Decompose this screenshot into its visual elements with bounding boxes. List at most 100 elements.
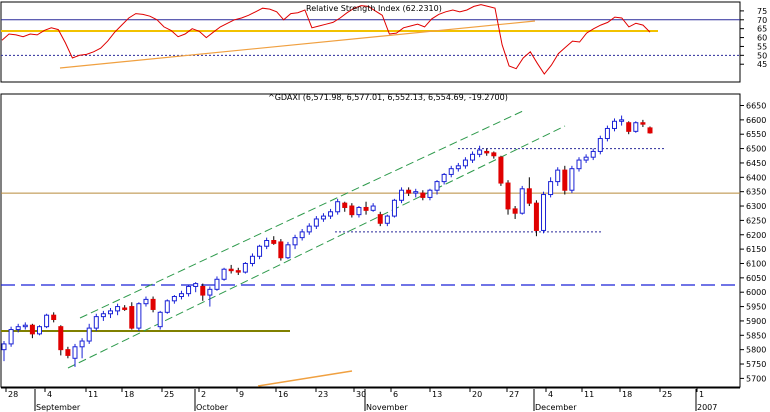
candle-body	[93, 316, 99, 329]
candle	[8, 326, 14, 347]
rsi-tick-label: 45	[757, 60, 767, 69]
candle-body	[470, 153, 476, 161]
price-tick-label: 6500	[746, 145, 766, 154]
candle	[498, 155, 504, 186]
candle-body	[249, 255, 255, 264]
candle	[576, 157, 582, 172]
candle	[633, 121, 639, 133]
candle	[406, 187, 412, 196]
candle-body	[491, 152, 497, 157]
price-tick-label: 6550	[746, 130, 766, 139]
price-tick-label: 6650	[746, 101, 766, 110]
candle-body	[370, 205, 376, 211]
candle-body	[86, 327, 92, 342]
candle-body	[278, 241, 284, 259]
price-tick-label: 6000	[746, 288, 766, 297]
candle	[384, 214, 390, 227]
x-tick-label: 4	[548, 390, 553, 399]
candle-body	[335, 201, 341, 213]
candle-body	[257, 245, 263, 257]
candle-body	[328, 211, 334, 217]
candle-body	[107, 310, 113, 315]
rsi-trendline	[59, 20, 536, 69]
candle-body	[441, 173, 447, 183]
price-trendline	[257, 370, 353, 387]
candle	[257, 244, 263, 260]
candle	[29, 323, 35, 339]
candle-body	[555, 169, 561, 183]
price-tick-label: 6050	[746, 274, 766, 283]
candle	[420, 190, 426, 201]
price-title: ^GDAXI (6,571.98, 6,577.01, 6,552.13, 6,…	[268, 93, 508, 102]
candle	[65, 346, 71, 359]
month-label: 2007	[697, 403, 717, 412]
price-tick-label: 6600	[746, 116, 766, 125]
channel-line-lower	[67, 125, 566, 369]
candle	[214, 276, 220, 291]
candle-body	[100, 313, 106, 318]
candle	[619, 115, 625, 126]
candle	[107, 308, 113, 319]
candle-body	[583, 156, 589, 161]
candle-body	[264, 240, 270, 247]
candle-body	[115, 306, 121, 312]
candle	[541, 191, 547, 234]
rsi-tick-label: 65	[757, 25, 767, 34]
candle	[377, 211, 383, 227]
candle	[157, 310, 163, 330]
candle	[93, 313, 99, 331]
candle	[115, 303, 121, 316]
price-tick-label: 5850	[746, 331, 766, 340]
price-tick-label: 5800	[746, 346, 766, 355]
candle-body	[477, 149, 483, 155]
candle-body	[413, 191, 419, 194]
rsi-frame	[0, 1, 741, 83]
candle-body	[533, 202, 539, 231]
price-tick-label: 5750	[746, 360, 766, 369]
candle-body	[235, 270, 241, 273]
candle	[15, 323, 21, 333]
candle	[477, 145, 483, 158]
candle	[271, 236, 277, 245]
candle	[562, 165, 568, 195]
candle	[370, 203, 376, 212]
candle	[100, 310, 106, 321]
candle	[470, 151, 476, 163]
candle-body	[384, 215, 390, 224]
x-axis: 28 4 11 18 25 2 9 16 23 30 6 13 20 27 4 11 18 25 1 Septembe…	[1, 387, 740, 412]
candle-body	[72, 346, 78, 359]
candle-body	[122, 307, 128, 310]
candle-body	[519, 188, 525, 214]
candle	[242, 262, 248, 274]
x-tick-label: 4	[47, 390, 52, 399]
candle-body	[22, 324, 28, 328]
candle-body	[313, 218, 319, 227]
candle-body	[1, 343, 7, 351]
candle	[413, 188, 419, 198]
candle	[512, 206, 518, 219]
candle	[434, 180, 440, 195]
candle	[342, 201, 348, 212]
candle	[221, 267, 227, 281]
price-frame	[0, 93, 741, 388]
candle	[533, 200, 539, 237]
candle-body	[221, 268, 227, 280]
candle-body	[214, 278, 220, 290]
candle-body	[65, 349, 71, 356]
candle	[569, 165, 575, 194]
candle-body	[29, 324, 35, 335]
candle	[349, 203, 355, 218]
price-tick-label: 6300	[746, 202, 766, 211]
price-tick-label: 6450	[746, 159, 766, 168]
x-tick-label: 25	[164, 390, 174, 399]
candle-body	[157, 311, 163, 328]
candle-body	[320, 215, 326, 220]
candle-body	[647, 127, 653, 134]
candle-body	[619, 119, 625, 122]
candle-body	[484, 150, 490, 154]
candle	[51, 312, 57, 323]
price-tick-label: 5950	[746, 303, 766, 312]
candle-body	[604, 127, 610, 140]
x-tick-label: 23	[318, 390, 328, 399]
